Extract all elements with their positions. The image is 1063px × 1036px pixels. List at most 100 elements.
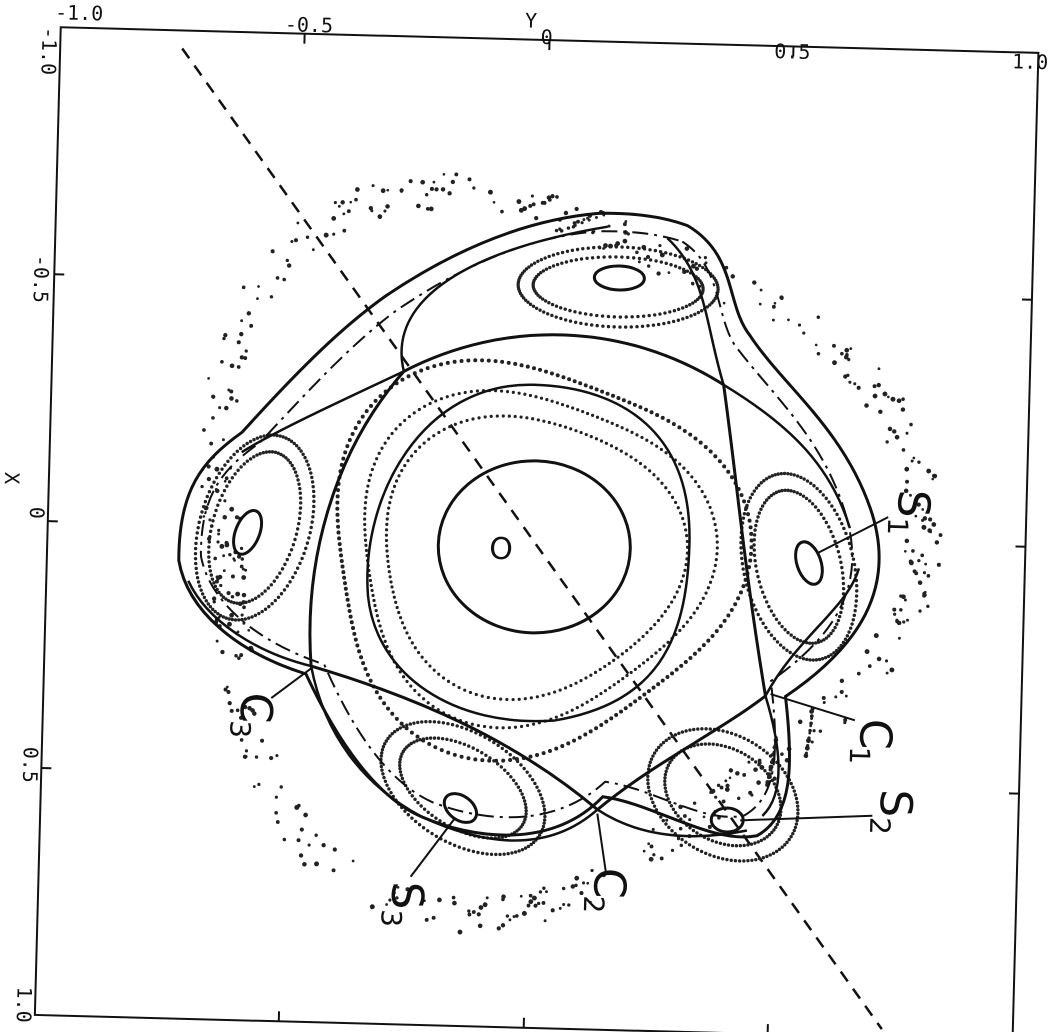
orbit-dot [590,698,593,701]
orbit-dot [729,768,734,773]
orbit-dot [643,465,646,468]
orbit-dot [346,598,350,602]
orbit-dot [424,720,427,723]
orbit-dot [646,324,649,327]
orbit-dot [211,395,215,399]
orbit-dot [514,726,517,729]
orbit-dot [600,439,603,442]
orbit-dot [203,515,206,518]
orbit-dot [767,630,770,633]
orbit-dot [500,389,503,392]
orbit-dot [542,310,545,313]
orbit-dot [805,658,808,661]
orbit-dot [506,772,509,775]
orbit-dot [811,658,814,661]
orbit-dot [842,587,845,590]
orbit-dot [430,832,433,835]
orbit-dot [349,201,352,204]
orbit-dot [756,780,761,785]
orbit-dot [529,894,533,898]
orbit-dot [610,444,613,447]
orbit-dot [736,749,739,752]
orbit-dot [926,574,930,578]
orbit-dot [440,748,444,752]
orbit-dot [592,246,595,249]
orbit-dot [241,557,245,561]
orbit-dot [753,489,756,492]
orbit-dot [740,551,743,554]
orbit-dot [506,852,509,855]
orbit-dot [398,764,401,767]
orbit-dot [688,843,691,846]
orbit-dot [560,744,564,748]
orbit-dot [740,557,743,560]
orbit-dot [798,719,803,724]
orbit-dot [413,411,416,414]
orbit-dot [750,859,753,862]
orbit-dot [204,500,207,503]
orbit-dot [658,244,661,247]
orbit-dot [442,676,445,679]
orbit-dot [645,631,648,634]
orbit-dot [739,546,742,549]
orbit-dot [500,210,504,214]
orbit-dot [306,541,309,544]
orbit-dot [270,295,274,299]
orbit-dot [815,344,818,347]
orbit-dot [547,301,550,304]
orbit-dot [526,724,529,727]
orbit-dot [676,814,679,817]
orbit-dot [722,464,726,468]
orbit-dot [364,501,367,504]
orbit-dot [739,493,743,497]
orbit-dot [242,593,247,598]
orbit-dot [408,791,411,794]
orbit-dot [669,263,672,266]
orbit-dot [562,903,565,906]
orbit-dot [630,431,633,434]
orbit-dot [652,828,655,831]
orbit-dot [578,736,582,740]
orbit-dot [678,629,681,632]
orbit-dot [650,410,654,414]
orbit-dot [667,271,670,274]
orbit-dot [514,782,517,785]
orbit-dot [212,481,215,484]
orbit-dot [621,652,624,655]
orbit-dot [695,831,698,834]
orbit-dot [924,563,927,566]
orbit-dot [536,260,539,263]
orbit-dot [839,611,842,614]
orbit-dot [793,473,796,476]
orbit-dot [621,426,624,429]
orbit-dot [416,721,419,724]
orbit-dot [208,490,211,493]
orbit-dot [515,914,519,918]
orbit-dot [768,853,771,856]
orbit-dot [300,557,303,560]
orbit-dot [842,582,845,585]
orbit-dot [385,549,388,552]
orbit-dot [789,472,792,475]
orbit-dot [688,818,691,821]
orbit-dot [841,577,844,580]
orbit-dot [793,829,796,832]
orbit-dot [276,820,280,824]
orbit-dot [418,408,421,411]
orbit-dot [685,305,688,308]
orbit-dot [812,484,815,487]
orbit-dot [583,733,587,737]
orbit-dot [443,173,446,176]
orbit-dot [754,564,757,567]
orbit-dot [463,743,466,746]
orbit-dot [663,311,666,314]
orbit-dot [234,618,237,621]
orbit-dot [767,605,770,608]
orbit-dot [365,549,368,552]
orbit-dot [294,238,298,242]
orbit-dot [296,527,299,530]
orbit-dot [565,711,568,714]
orbit-dot [675,668,679,672]
orbit-dot [236,469,239,472]
orbit-dot [524,803,527,806]
